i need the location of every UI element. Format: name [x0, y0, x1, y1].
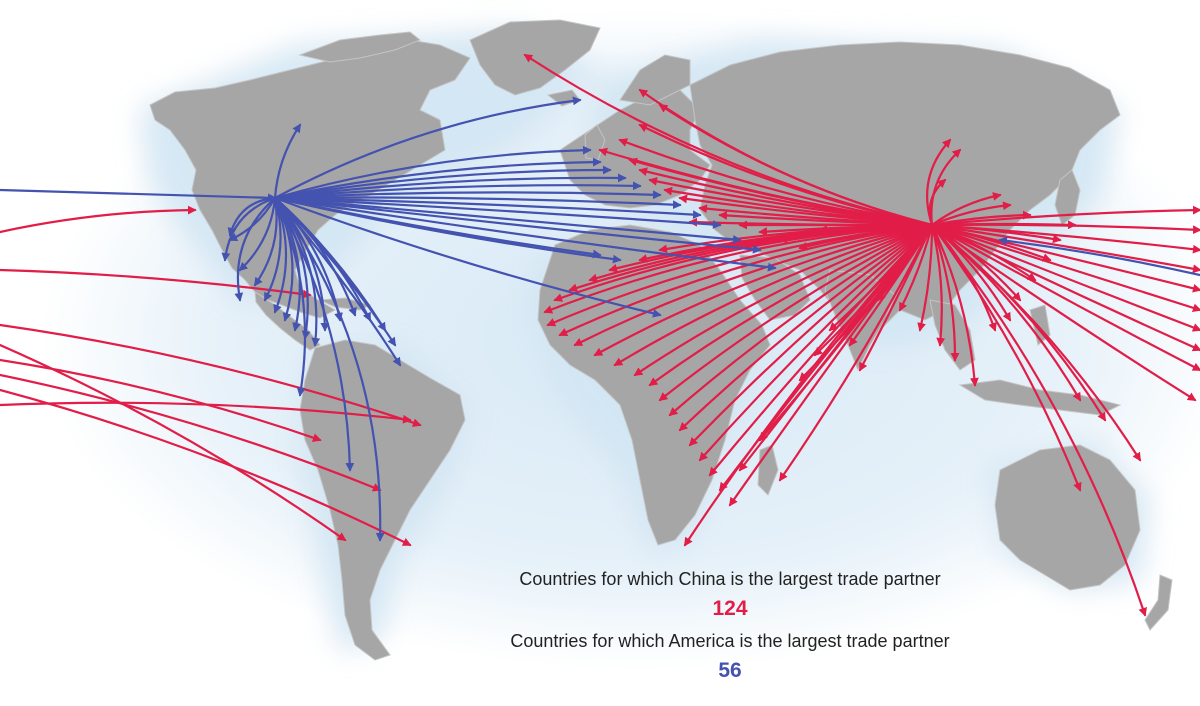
- china-arrow: [668, 223, 934, 417]
- us-arrow: [273, 196, 742, 244]
- china-arrow: [926, 138, 952, 227]
- us-arrow: [273, 165, 612, 200]
- us-arrow: [263, 196, 282, 302]
- china-arrow: [930, 223, 1200, 372]
- china-arrow: [546, 223, 934, 327]
- us-arrow: [273, 196, 385, 542]
- us-arrow: [273, 196, 307, 397]
- china-arrow: [930, 201, 1012, 227]
- china-arrow: [613, 223, 934, 367]
- us-arrow: [273, 157, 602, 200]
- us-caption: Countries for which America is the large…: [510, 631, 950, 651]
- us-arrow: [228, 196, 277, 242]
- us-arrow: [253, 196, 278, 287]
- us-arrow: [273, 196, 602, 259]
- indonesia-landmass: [958, 379, 1122, 416]
- us-arrow: [273, 173, 627, 200]
- china-arrow: [778, 223, 934, 482]
- greenland-landmass: [469, 19, 601, 96]
- us-count: 56: [718, 659, 742, 682]
- us-arrow: [273, 181, 642, 200]
- us-arrow: [234, 196, 277, 302]
- caribbean-landmass: [318, 297, 372, 311]
- china-arrow: [828, 223, 934, 332]
- arctic-islands-landmass: [298, 31, 421, 63]
- china-arrow: [0, 323, 422, 427]
- china-caption: Countries for which China is the largest…: [519, 569, 941, 589]
- us-arrow: [273, 190, 662, 200]
- china-arrow: [876, 223, 934, 302]
- china-arrow: [688, 223, 934, 447]
- us-arrow: [998, 236, 1200, 277]
- scandinavia-landmass: [619, 54, 691, 106]
- china-arrow: [593, 223, 934, 357]
- us-arrow: [273, 123, 302, 200]
- china-arrow: [930, 192, 1002, 227]
- us-arrow: [273, 145, 592, 200]
- china-arrow: [678, 223, 934, 432]
- china-arrow: [930, 223, 1147, 617]
- china-trade-arrows: [0, 53, 1200, 617]
- china-arrow: [930, 223, 979, 387]
- us-arrow: [273, 96, 582, 200]
- china-arrow: [633, 223, 934, 377]
- china-arrow: [930, 223, 1200, 235]
- china-arrow: [930, 148, 962, 227]
- china-arrow: [0, 373, 382, 492]
- china-arrow: [930, 210, 1032, 227]
- us-arrow: [273, 196, 355, 472]
- map-legend: Countries for which China is the largest…: [430, 568, 1030, 692]
- us-arrow: [273, 196, 777, 272]
- china-arrow: [930, 223, 1200, 332]
- china-arrow: [930, 223, 1200, 274]
- china-arrow: [930, 223, 1200, 254]
- china-arrow: [930, 223, 1142, 462]
- us-arrow: [238, 196, 277, 272]
- south-america-landmass: [299, 339, 466, 661]
- new-zealand-landmass: [1144, 574, 1173, 631]
- australia-landmass: [994, 444, 1141, 591]
- china-arrow: [648, 223, 934, 387]
- china-arrow: [930, 223, 960, 362]
- china-arrow: [0, 401, 412, 424]
- china-arrow: [543, 223, 934, 314]
- china-arrow: [930, 223, 1200, 352]
- us-arrow: [221, 196, 277, 262]
- china-arrow: [818, 223, 934, 235]
- us-arrow: [273, 196, 762, 254]
- us-arrow: [273, 196, 682, 210]
- china-arrow: [930, 205, 1200, 227]
- china-arrow: [658, 103, 934, 227]
- us-arrow: [273, 196, 397, 347]
- china-arrow: [930, 223, 946, 347]
- us-trade-arrows: [0, 96, 1200, 542]
- us-arrow: [273, 196, 702, 219]
- china-arrow: [698, 223, 934, 462]
- china-arrow: [917, 223, 934, 332]
- china-arrow: [0, 343, 347, 542]
- china-arrow: [638, 123, 934, 227]
- china-arrow: [898, 223, 934, 312]
- china-arrow: [930, 223, 1200, 313]
- us-arrow: [0, 188, 277, 203]
- china-arrow: [930, 223, 1197, 402]
- china-arrow: [930, 223, 1200, 293]
- china-arrow: [0, 358, 322, 442]
- china-arrow: [930, 223, 1082, 492]
- china-count: 124: [712, 597, 748, 620]
- china-arrow: [0, 388, 412, 547]
- china-arrow: [858, 223, 934, 372]
- china-arrow: [0, 205, 197, 234]
- us-arrow: [273, 196, 402, 367]
- china-arrow: [573, 223, 934, 347]
- china-arrow: [558, 223, 934, 337]
- us-arrow: [273, 196, 662, 318]
- asia-landmass: [689, 41, 1121, 346]
- china-arrow: [658, 223, 934, 402]
- us-arrow: [273, 196, 722, 229]
